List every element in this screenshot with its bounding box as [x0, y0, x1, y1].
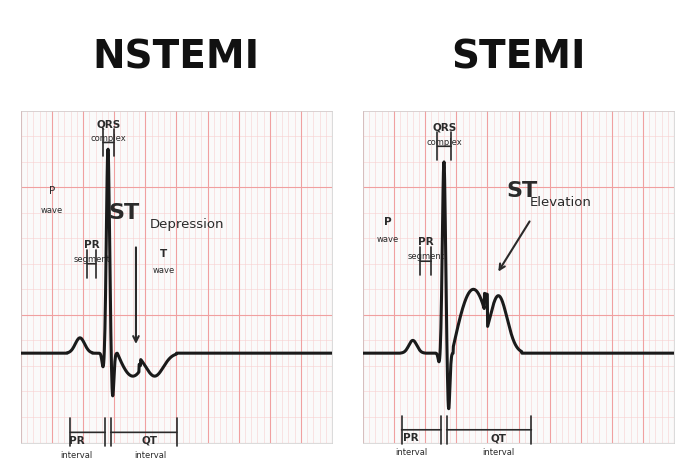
Text: Depression: Depression [150, 218, 224, 231]
Text: QT: QT [491, 433, 507, 443]
Text: wave: wave [377, 235, 399, 244]
Text: PR: PR [404, 433, 419, 443]
Text: complex: complex [90, 134, 126, 143]
Text: wave: wave [41, 206, 63, 215]
Text: wave: wave [153, 266, 175, 275]
Text: PR: PR [84, 241, 99, 250]
Text: Elevation: Elevation [530, 196, 591, 209]
Text: segment: segment [73, 255, 110, 265]
Text: QRS: QRS [97, 119, 120, 129]
Text: QRS: QRS [432, 123, 457, 133]
Text: ST: ST [506, 181, 537, 201]
Text: P: P [384, 218, 392, 227]
Text: interval: interval [134, 451, 166, 460]
Text: interval: interval [395, 449, 427, 457]
Text: PR: PR [69, 436, 85, 446]
Text: QT: QT [142, 436, 158, 446]
Text: segment: segment [407, 252, 444, 260]
Text: PR: PR [418, 236, 434, 247]
Text: T: T [161, 249, 167, 260]
Text: complex: complex [426, 138, 462, 147]
Text: NSTEMI: NSTEMI [93, 38, 260, 76]
Text: P: P [49, 185, 55, 195]
Text: STEMI: STEMI [451, 38, 586, 76]
Text: interval: interval [60, 451, 93, 460]
Text: ST: ST [108, 203, 139, 223]
Text: interval: interval [482, 449, 514, 457]
